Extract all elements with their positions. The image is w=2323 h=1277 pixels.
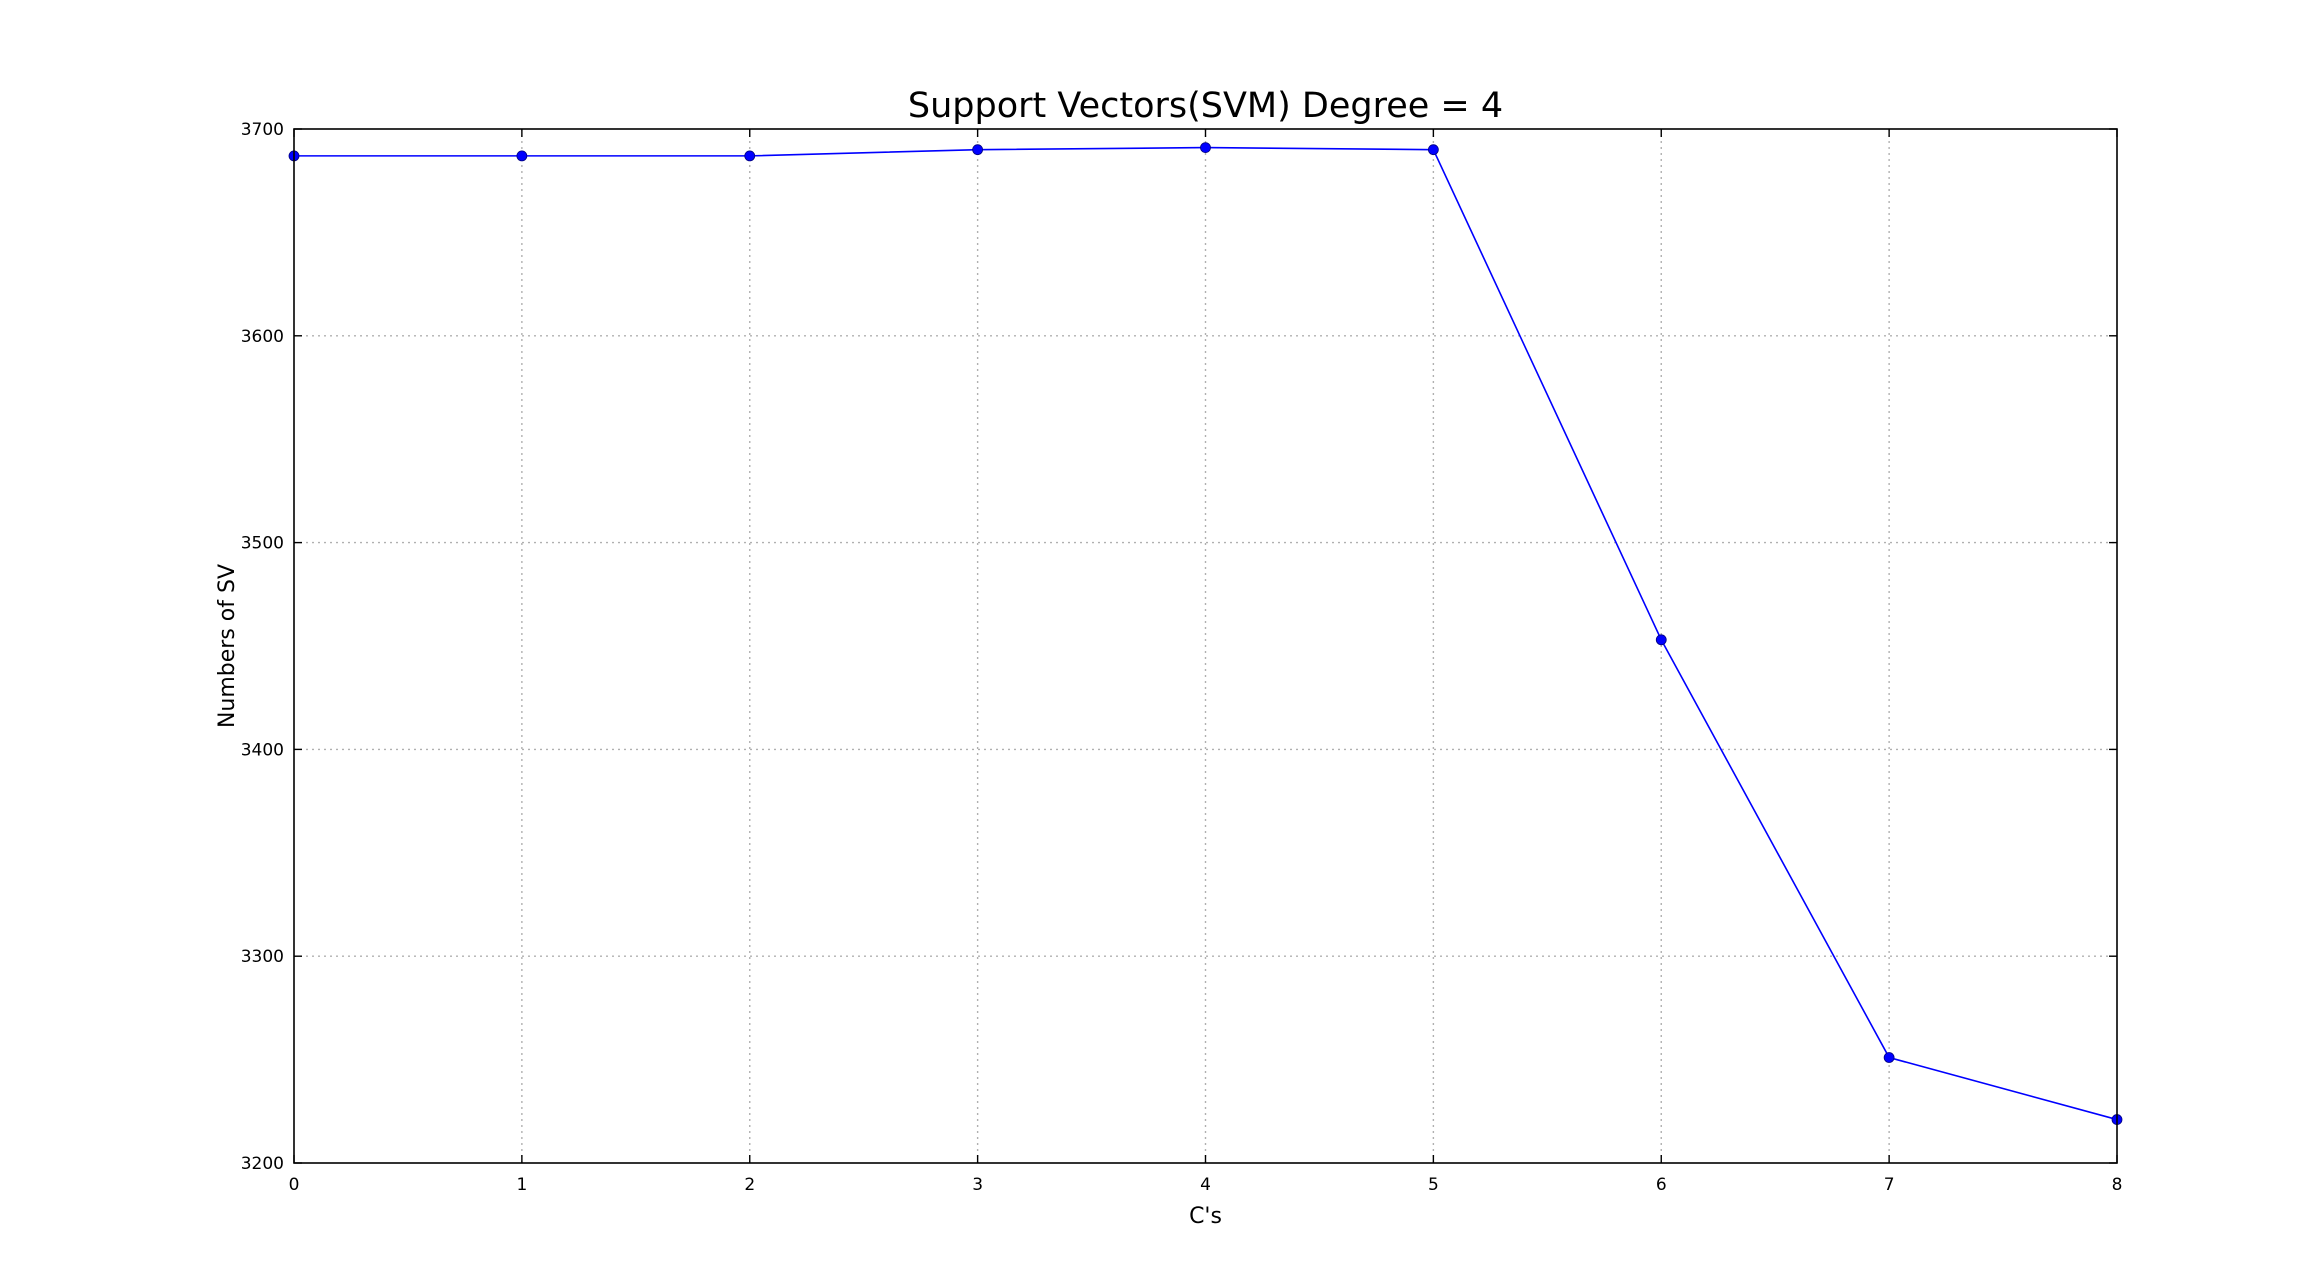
x-tick-label: 0	[289, 1175, 300, 1195]
grid	[294, 129, 2117, 1163]
x-tick-label: 1	[516, 1175, 527, 1195]
x-tick-label: 5	[1428, 1175, 1439, 1195]
data-point	[744, 150, 756, 162]
chart-title: Support Vectors(SVM) Degree = 4	[908, 86, 1503, 126]
y-tick-label: 3300	[241, 947, 284, 967]
data-point	[1655, 634, 1667, 646]
data-point	[1883, 1052, 1895, 1063]
data-point	[1200, 142, 1211, 154]
x-axis-label: C's	[1189, 1204, 1222, 1229]
x-tick-labels: 0 1 2 3 4 5 6 7 8	[289, 1175, 2123, 1195]
y-tick-label: 3400	[241, 740, 284, 760]
data-point	[1427, 144, 1439, 156]
x-tick-label: 2	[744, 1175, 755, 1195]
x-tick-label: 3	[972, 1175, 983, 1195]
y-tick-label: 3500	[241, 534, 284, 554]
y-tick-label: 3200	[241, 1154, 284, 1174]
y-axis-label: Numbers of SV	[215, 564, 240, 728]
data-point	[516, 150, 528, 162]
data-point	[972, 144, 984, 156]
y-tick-label: 3700	[241, 120, 284, 140]
y-tick-labels: 3200 3300 3400 3500 3600 3700	[241, 120, 284, 1174]
x-tick-label: 7	[1884, 1175, 1895, 1195]
x-tick-label: 8	[2112, 1175, 2123, 1195]
y-tick-label: 3600	[241, 327, 284, 347]
x-tick-label: 6	[1656, 1175, 1667, 1195]
x-tick-label: 4	[1200, 1175, 1211, 1195]
axis-ticks	[293, 128, 2118, 1164]
